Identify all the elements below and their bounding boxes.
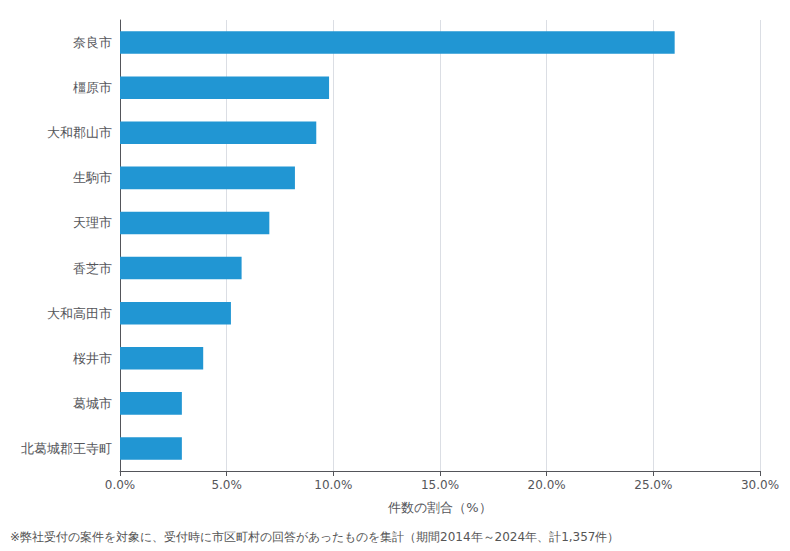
svg-text:20.0%: 20.0%: [528, 478, 566, 492]
svg-text:天理市: 天理市: [73, 215, 112, 230]
svg-text:10.0%: 10.0%: [314, 478, 352, 492]
svg-text:0.0%: 0.0%: [105, 478, 136, 492]
svg-text:※弊社受付の案件を対象に、受付時に市区町村の回答があったもの: ※弊社受付の案件を対象に、受付時に市区町村の回答があったものを集計（期間2014…: [10, 530, 620, 544]
svg-text:大和郡山市: 大和郡山市: [47, 125, 112, 140]
svg-text:25.0%: 25.0%: [634, 478, 672, 492]
svg-text:生駒市: 生駒市: [73, 170, 112, 185]
svg-text:北葛城郡王寺町: 北葛城郡王寺町: [21, 441, 112, 456]
svg-text:奈良市: 奈良市: [73, 35, 112, 50]
svg-text:件数の割合（%）: 件数の割合（%）: [388, 500, 491, 515]
svg-text:15.0%: 15.0%: [421, 478, 459, 492]
svg-text:5.0%: 5.0%: [211, 478, 242, 492]
svg-text:葛城市: 葛城市: [73, 396, 112, 411]
svg-text:橿原市: 橿原市: [73, 80, 112, 95]
svg-text:30.0%: 30.0%: [741, 478, 779, 492]
svg-text:香芝市: 香芝市: [73, 261, 112, 276]
svg-text:大和高田市: 大和高田市: [47, 306, 112, 321]
svg-text:桜井市: 桜井市: [73, 351, 112, 366]
